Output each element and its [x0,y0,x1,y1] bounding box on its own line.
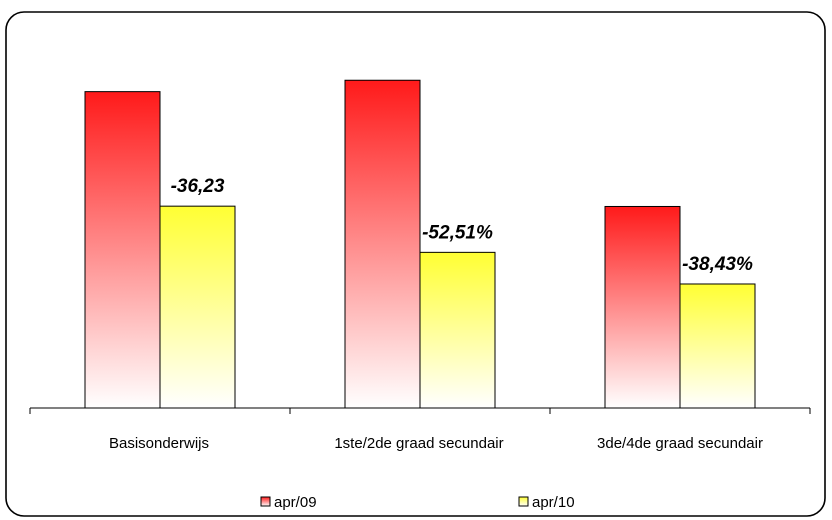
bar-apr-09-basisonderwijs [84,91,161,409]
category-label-basisonderwijs: Basisonderwijs [109,435,209,452]
x-ticks [29,408,811,414]
bar-apr-10-1ste-2de-graad-secundair [419,251,496,409]
bar-apr-10-3de-4de-graad-secundair [679,283,756,409]
legend-swatch-apr10 [518,496,529,507]
category-label-1ste-2de-graad: 1ste/2de graad secundair [334,435,503,452]
bars-layer [84,79,756,409]
category-label-3de-4de-graad: 3de/4de graad secundair [597,435,763,452]
data-label-basisonderwijs: -36,23 [171,176,225,197]
data-label-3de-4de-graad: -38,43% [682,254,753,275]
legend-label-apr10: apr/10 [532,494,575,511]
legend-label-apr09: apr/09 [274,494,317,511]
legend: apr/09 apr/10 [260,494,575,511]
bar-apr-09-1ste-2de-graad-secundair [344,79,421,409]
data-label-1ste-2de-graad: -52,51% [422,222,493,243]
legend-swatch-apr09 [260,496,271,507]
bar-apr-09-3de-4de-graad-secundair [604,205,681,409]
bar-apr-10-basisonderwijs [159,205,236,409]
